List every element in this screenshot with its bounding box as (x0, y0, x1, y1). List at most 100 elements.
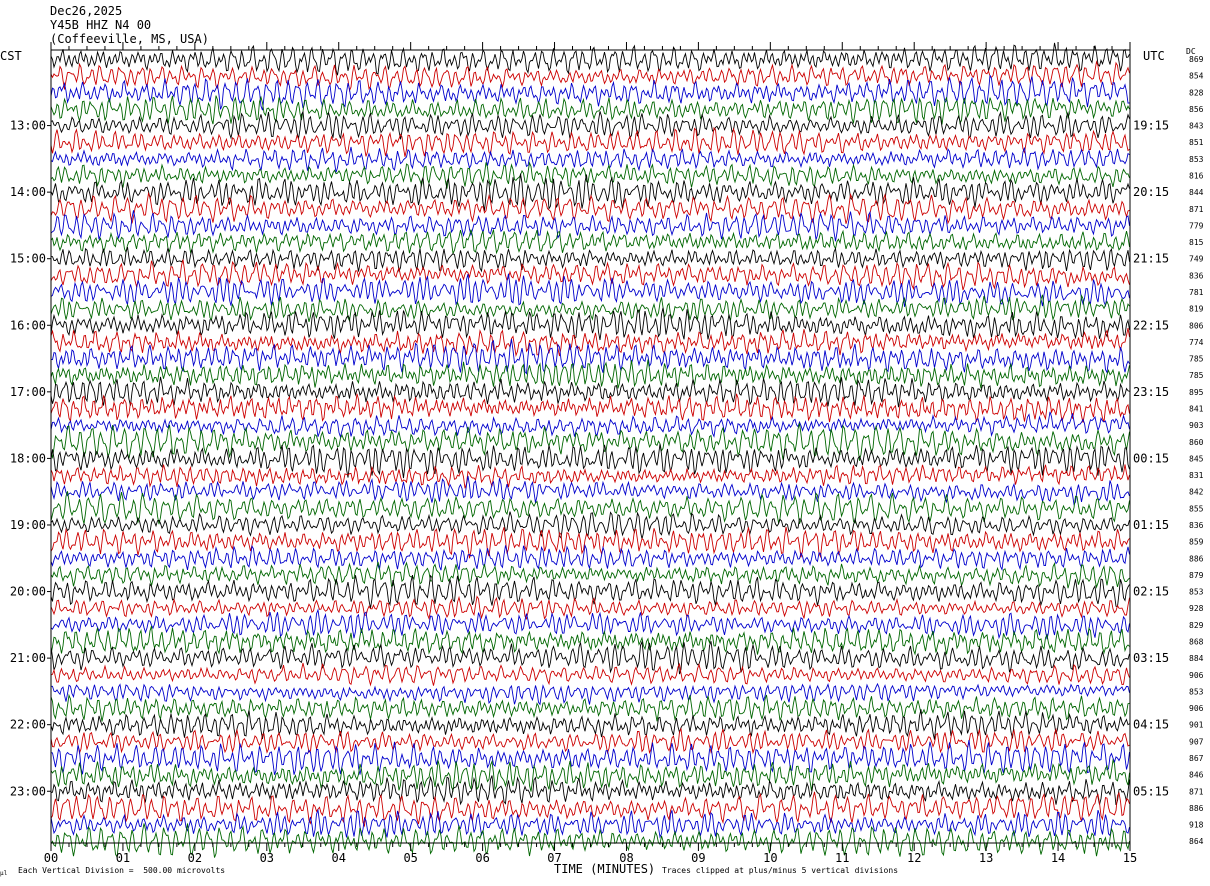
trace-line (50, 95, 1130, 125)
trace-line (50, 464, 1130, 489)
trace-line (50, 273, 1130, 308)
left-time-label: 13:00 (10, 119, 46, 133)
left-time-label: 18:00 (10, 451, 46, 465)
trace-line (50, 727, 1130, 755)
dc-value: 828 (1189, 88, 1204, 97)
dc-value: 854 (1189, 72, 1204, 81)
dc-value: 869 (1189, 55, 1204, 64)
trace-line (50, 739, 1130, 775)
dc-value: 871 (1189, 787, 1204, 796)
dc-value: 749 (1189, 255, 1204, 264)
right-time-label: 01:15 (1133, 518, 1169, 532)
dc-value: 864 (1189, 837, 1204, 846)
trace-line (50, 60, 1130, 93)
trace-line (50, 338, 1130, 375)
trace-line (50, 608, 1130, 640)
dc-value: 907 (1189, 737, 1204, 746)
trace-line (50, 210, 1130, 242)
dc-value: 895 (1189, 388, 1204, 397)
dc-value: 918 (1189, 821, 1204, 830)
dc-value: 859 (1189, 538, 1204, 547)
x-tick-label: 09 (691, 851, 705, 865)
dc-value: 886 (1189, 554, 1204, 563)
chart-date: Dec26,2025 (50, 4, 123, 18)
trace-line (50, 229, 1130, 255)
corner-stamp: μl (0, 870, 8, 877)
dc-value: 842 (1189, 488, 1204, 497)
trace-line (50, 823, 1130, 859)
dc-value: 819 (1189, 305, 1204, 314)
trace-line (50, 393, 1130, 423)
trace-line (50, 75, 1130, 111)
trace-group (50, 42, 1130, 859)
x-tick-label: 15 (1123, 851, 1137, 865)
x-tick-label: 12 (907, 851, 921, 865)
dc-value: 844 (1189, 188, 1204, 197)
dc-value: 884 (1189, 654, 1204, 663)
trace-line (50, 511, 1130, 540)
x-tick-label: 06 (475, 851, 489, 865)
trace-line (50, 444, 1130, 479)
trace-line (50, 543, 1130, 572)
dc-value: 860 (1189, 438, 1204, 447)
right-time-label: 05:15 (1133, 784, 1169, 798)
left-time-label: 22:00 (10, 718, 46, 732)
dc-value: 879 (1189, 571, 1204, 580)
dc-value: 831 (1189, 471, 1204, 480)
dc-value: 815 (1189, 238, 1204, 247)
dc-value: 928 (1189, 604, 1204, 613)
right-time-label: 23:15 (1133, 385, 1169, 399)
x-tick-label: 11 (835, 851, 849, 865)
trace-line (50, 146, 1130, 173)
dc-value: 867 (1189, 754, 1204, 763)
trace-line (50, 126, 1130, 157)
trace-line (50, 161, 1130, 189)
trace-line (50, 775, 1130, 806)
trace-line (50, 791, 1130, 828)
trace-line (50, 42, 1130, 76)
trace-line (50, 376, 1130, 408)
x-axis-title: TIME (MINUTES) (554, 862, 656, 876)
x-tick-label: 13 (979, 851, 993, 865)
x-tick-label: 02 (188, 851, 202, 865)
trace-line (50, 526, 1130, 559)
x-tick-label: 08 (619, 851, 633, 865)
station-location: (Coffeeville, MS, USA) (50, 32, 209, 46)
dc-value: 774 (1189, 338, 1204, 347)
left-time-label: 20:00 (10, 585, 46, 599)
x-tick-label: 07 (547, 851, 561, 865)
x-tick-labels: 00 01 02 03 04 05 06 07 08 09 10 11 12 13 14 15 (44, 851, 1137, 865)
station-code: Y45B HHZ N4 00 (50, 18, 152, 32)
dc-value: 868 (1189, 637, 1204, 646)
dc-value: 906 (1189, 671, 1204, 680)
dc-value: 829 (1189, 621, 1204, 630)
dc-value: 806 (1189, 321, 1204, 330)
trace-line (51, 682, 1130, 706)
left-time-label: 14:00 (10, 185, 46, 199)
dc-value: 906 (1189, 704, 1204, 713)
trace-line (50, 259, 1130, 291)
dc-value: 903 (1189, 421, 1204, 430)
left-time-label: 15:00 (10, 252, 46, 266)
vertical-division-note: Each Vertical Division = 500.00 microvol… (18, 866, 226, 875)
plot-frame (50, 42, 1131, 851)
dc-value: 843 (1189, 122, 1204, 131)
x-tick-label: 10 (763, 851, 777, 865)
dc-value: 785 (1189, 355, 1204, 364)
dc-value: 855 (1189, 504, 1204, 513)
x-tick-label: 14 (1051, 851, 1065, 865)
trace-line (50, 110, 1130, 140)
right-time-labels: 19:15 20:15 21:15 22:15 23:15 00:15 01:15 02:15… (1133, 119, 1169, 799)
dc-value: 901 (1189, 721, 1204, 730)
dc-value: 836 (1189, 521, 1204, 530)
dc-value: 846 (1189, 771, 1204, 780)
left-time-labels: 13:00 14:00 15:00 16:00 17:00 18:00 19:00 20:00… (10, 119, 51, 798)
trace-line (50, 491, 1130, 525)
left-time-label: 23:00 (10, 784, 46, 798)
dc-value: 785 (1189, 371, 1204, 380)
left-time-label: 17:00 (10, 385, 46, 399)
dc-value: 886 (1189, 804, 1204, 813)
dc-value: 781 (1189, 288, 1204, 297)
trace-line (50, 808, 1130, 839)
trace-line (50, 561, 1130, 589)
